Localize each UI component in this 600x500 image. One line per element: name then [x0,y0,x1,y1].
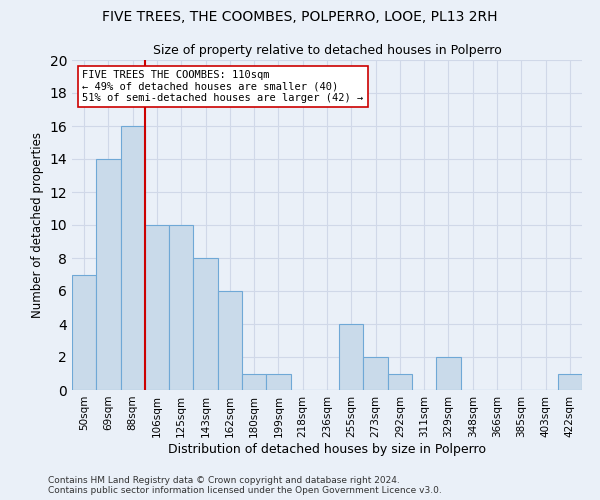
Bar [436,357,461,390]
Bar [266,374,290,390]
Bar [218,291,242,390]
Text: FIVE TREES, THE COOMBES, POLPERRO, LOOE, PL13 2RH: FIVE TREES, THE COOMBES, POLPERRO, LOOE,… [102,10,498,24]
Bar [242,374,266,390]
Bar [145,225,169,390]
Bar [96,159,121,390]
X-axis label: Distribution of detached houses by size in Polperro: Distribution of detached houses by size … [168,442,486,456]
Text: FIVE TREES THE COOMBES: 110sqm
← 49% of detached houses are smaller (40)
51% of : FIVE TREES THE COOMBES: 110sqm ← 49% of … [82,70,364,103]
Bar [364,357,388,390]
Y-axis label: Number of detached properties: Number of detached properties [31,132,44,318]
Bar [193,258,218,390]
Bar [339,324,364,390]
Bar [121,126,145,390]
Text: Contains HM Land Registry data © Crown copyright and database right 2024.
Contai: Contains HM Land Registry data © Crown c… [48,476,442,495]
Bar [169,225,193,390]
Bar [388,374,412,390]
Title: Size of property relative to detached houses in Polperro: Size of property relative to detached ho… [152,44,502,58]
Bar [558,374,582,390]
Bar [72,274,96,390]
